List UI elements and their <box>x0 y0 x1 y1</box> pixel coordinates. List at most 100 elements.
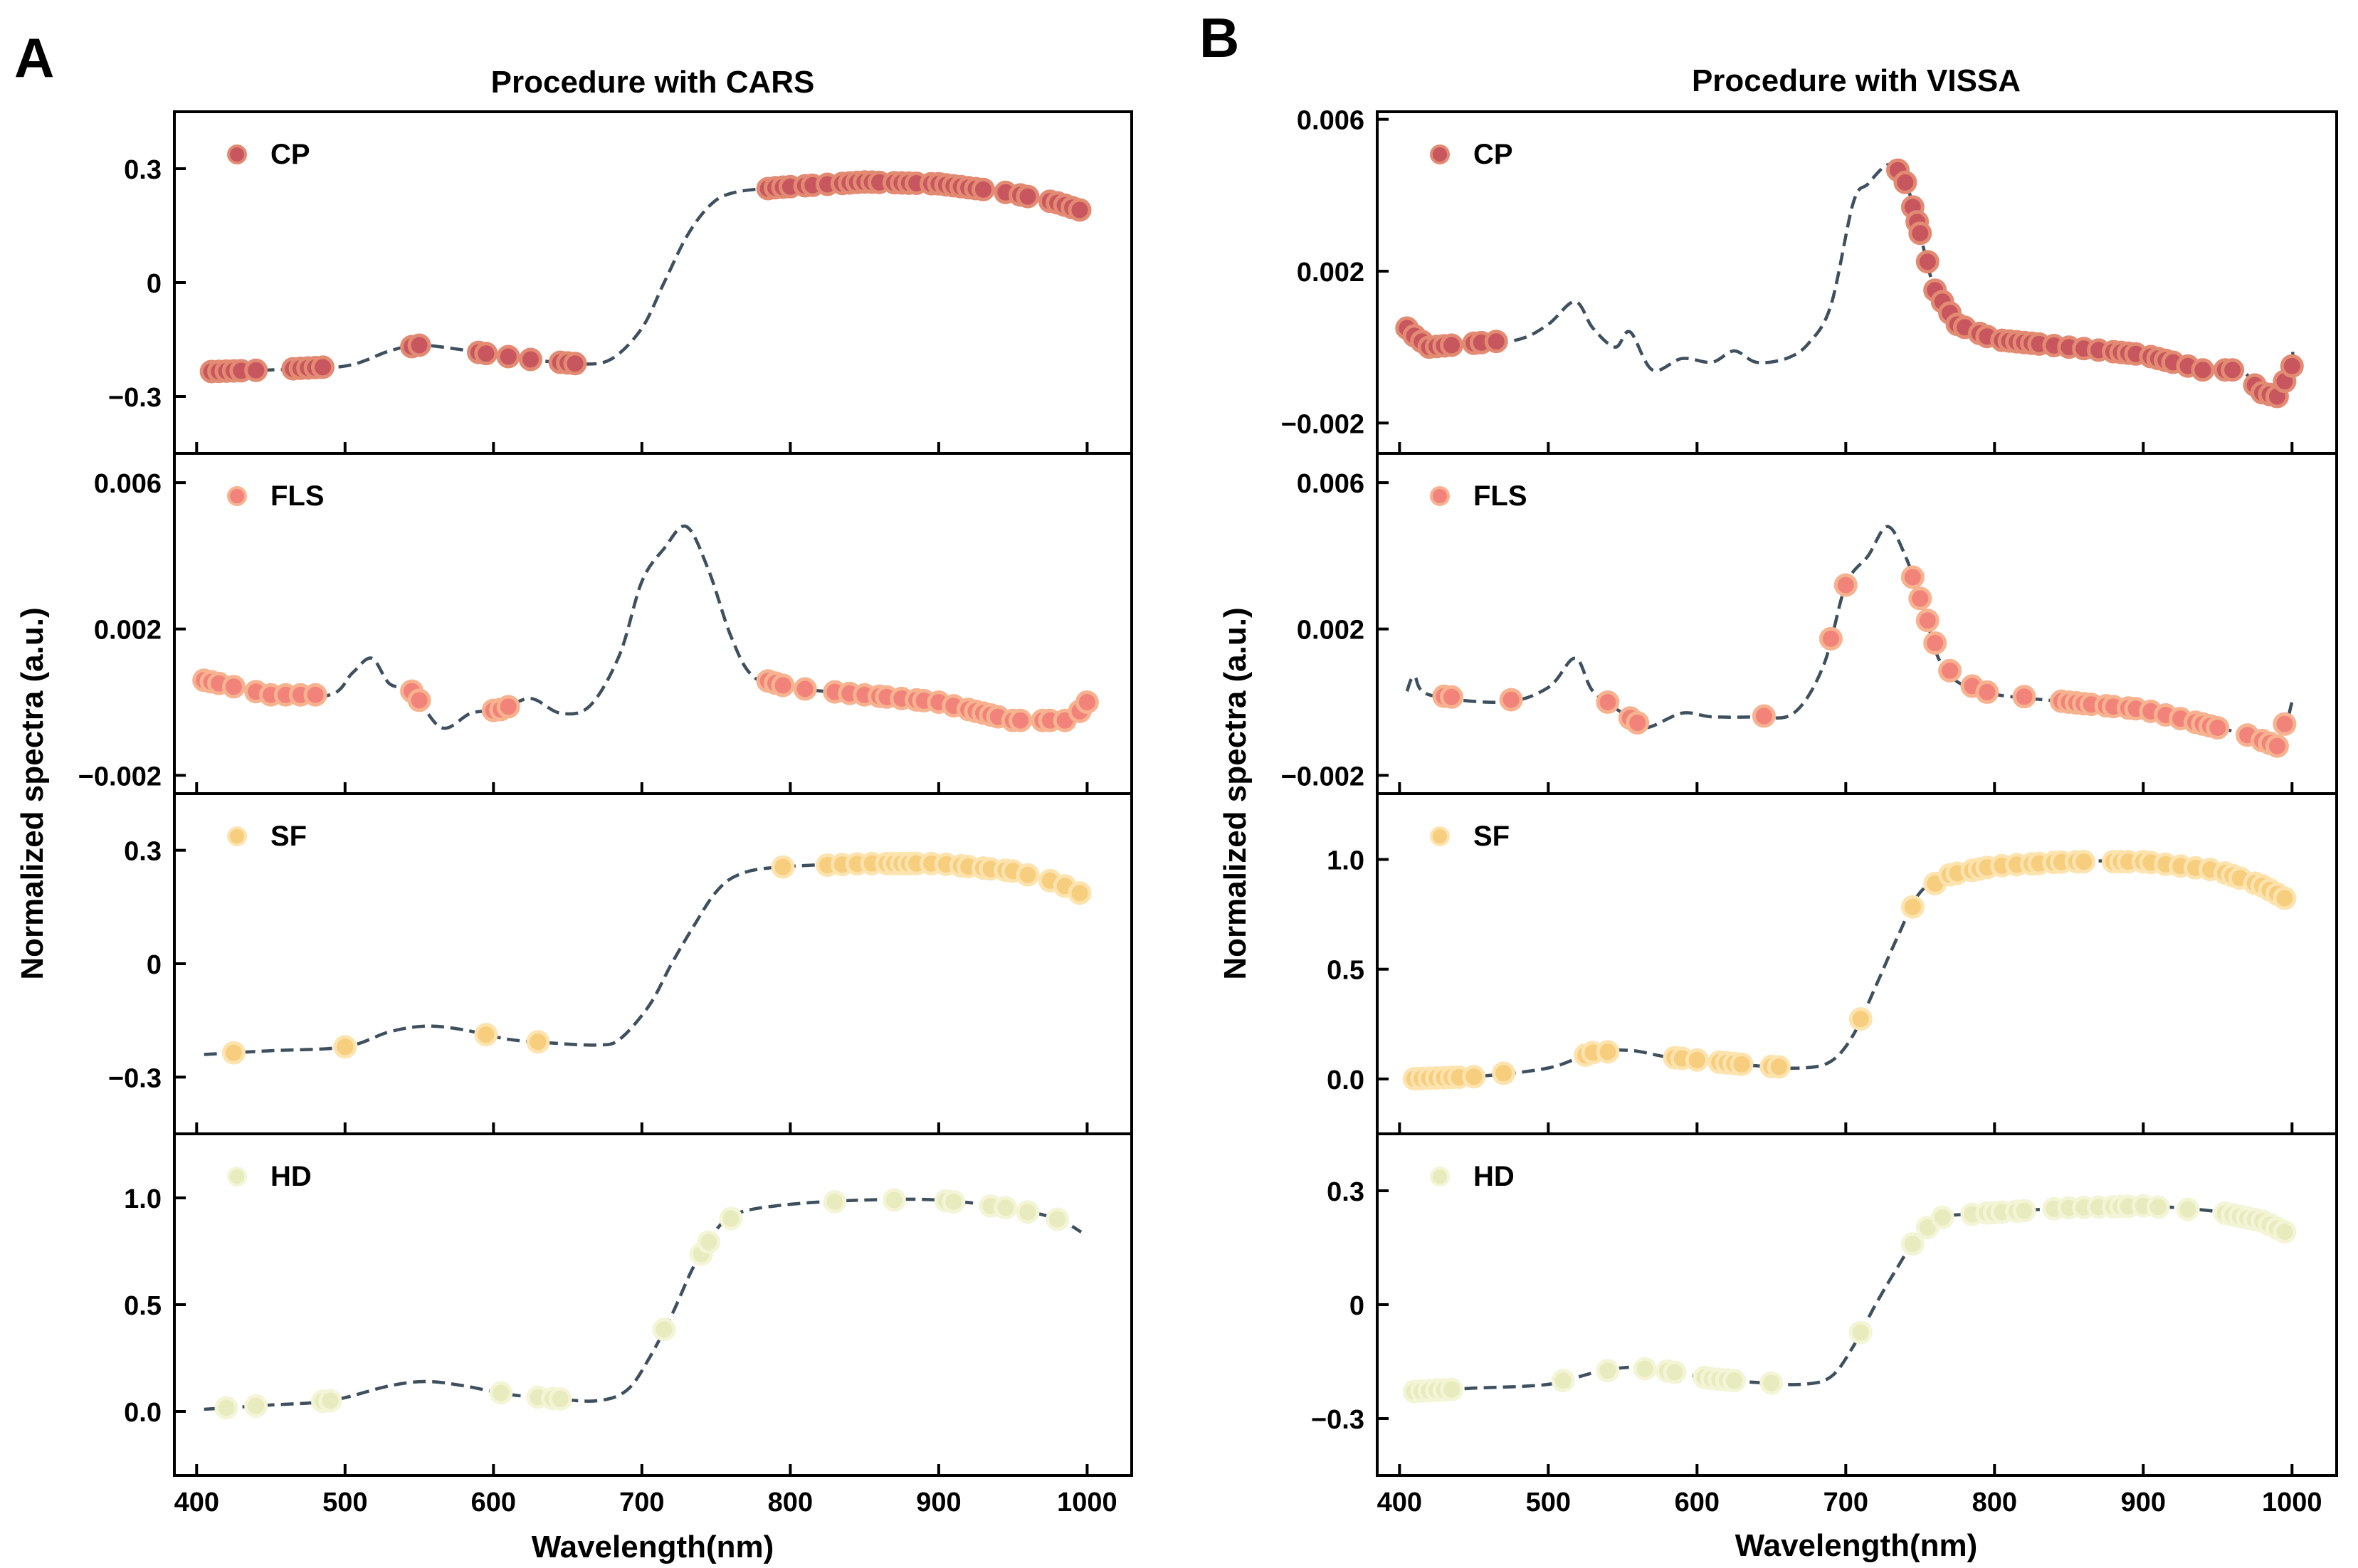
selected-point <box>1596 1359 1620 1383</box>
selected-point <box>221 675 246 699</box>
selected-point <box>1484 330 1508 354</box>
selected-point <box>1626 711 1650 735</box>
subplot-frame <box>173 792 1133 1135</box>
subplot-a-cp: −0.3 0 0.3 CP <box>108 110 1133 455</box>
legend-marker <box>227 486 247 506</box>
subplot-frame <box>1376 110 2338 455</box>
selected-point <box>1016 1200 1040 1224</box>
legend-label: SF <box>1473 821 1510 852</box>
selected-point <box>214 1396 238 1420</box>
selected-point <box>1975 680 1999 704</box>
y-tick-label: 0.5 <box>124 1291 162 1321</box>
selected-point <box>2176 1197 2200 1221</box>
legend-sf: SF <box>227 821 307 852</box>
panel-a-plots: −0.3 0 0.3 CP −0.002 0.002 0.006 FLS −0.3 0 0.3 SF 0… <box>78 110 1133 1517</box>
y-tick-label: −0.002 <box>1281 409 1364 439</box>
selected-point <box>1900 565 1925 589</box>
panel-title-b: Procedure with VISSA <box>1692 63 2021 98</box>
subplot-a-fls: −0.002 0.002 0.006 FLS <box>78 452 1133 795</box>
spectrum-curve <box>1406 859 2288 1081</box>
selected-point <box>1915 609 1939 633</box>
selected-point <box>1068 881 1092 905</box>
legend-cp: CP <box>1430 139 1513 170</box>
selected-point <box>2273 886 2297 910</box>
selected-point <box>1752 704 1776 728</box>
selected-point <box>2206 716 2230 740</box>
selected-point <box>2012 685 2036 709</box>
selected-point <box>548 1387 572 1411</box>
x-tick-label: 700 <box>619 1488 664 1517</box>
y-tick-label: 0.002 <box>1297 258 1364 288</box>
y-tick-label: −0.3 <box>108 1063 162 1093</box>
panel-letter-b: B <box>1199 6 1239 69</box>
y-tick-label: −0.3 <box>1311 1405 1364 1435</box>
subplot-frame <box>1376 792 2338 1135</box>
selected-point <box>318 1389 342 1413</box>
selected-point <box>1767 1055 1791 1079</box>
x-tick-label: 500 <box>322 1488 367 1517</box>
selected-point <box>1016 184 1040 209</box>
x-tick-label: 1000 <box>1057 1488 1117 1517</box>
legend-label: CP <box>270 139 310 170</box>
subplot-frame <box>1376 1132 2338 1477</box>
y-tick-label: 0.3 <box>124 155 162 185</box>
y-axis-label-b: Normalized spectra (a.u.) <box>1218 607 1253 979</box>
selected-point <box>1499 688 1523 712</box>
selected-point <box>823 1189 847 1214</box>
legend-hd: HD <box>227 1161 312 1192</box>
x-axis-label-a: Wavelength(nm) <box>532 1530 774 1564</box>
legend-marker <box>1430 1167 1450 1186</box>
legend-fls: FLS <box>1430 480 1527 512</box>
legend-label: FLS <box>1473 480 1527 512</box>
legend-label: HD <box>1473 1161 1515 1192</box>
selected-point <box>474 342 498 366</box>
legend-marker <box>1430 144 1450 164</box>
legend-sf: SF <box>1430 821 1510 852</box>
selected-point <box>1440 685 1463 709</box>
subplot-frame <box>173 1132 1133 1477</box>
selected-point <box>563 352 587 376</box>
selected-point <box>1440 333 1463 357</box>
spectrum-curve <box>204 1197 1083 1411</box>
y-tick-label: 0.3 <box>124 837 162 867</box>
selected-point <box>1551 1369 1575 1393</box>
spectrum-curve <box>1406 1204 2287 1394</box>
selected-point <box>496 695 520 719</box>
selected-point <box>2191 358 2215 382</box>
selected-point <box>1075 690 1099 714</box>
y-tick-label: 0 <box>147 950 162 980</box>
selected-point <box>1759 1371 1784 1395</box>
x-tick-label: 700 <box>1823 1488 1868 1517</box>
selected-point <box>972 177 995 201</box>
selected-point <box>489 1381 513 1405</box>
legend-label: HD <box>270 1161 312 1192</box>
x-axis-label-b: Wavelength(nm) <box>1735 1528 1978 1563</box>
panel-letter-a: A <box>14 26 54 89</box>
subplot-b-fls: −0.002 0.002 0.006 FLS <box>1281 452 2338 795</box>
selected-point <box>1900 895 1925 919</box>
selected-point <box>1685 1048 1709 1072</box>
selected-point <box>1908 586 1932 611</box>
legend-label: SF <box>270 821 307 852</box>
selected-point <box>2072 850 2096 874</box>
selected-point <box>303 683 327 707</box>
x-tick-label: 400 <box>174 1488 219 1517</box>
y-tick-label: 1.0 <box>1327 846 1364 876</box>
subplot-b-sf: 0.0 0.5 1.0 SF <box>1327 792 2338 1135</box>
legend-marker <box>1430 486 1450 506</box>
y-tick-label: −0.3 <box>108 383 162 413</box>
selected-point <box>1440 1377 1463 1401</box>
selected-point <box>1923 631 1947 655</box>
subplot-frame <box>173 110 1133 455</box>
selected-point <box>474 1023 498 1047</box>
y-tick-label: 0.5 <box>1327 956 1364 986</box>
subplot-b-hd: −0.3 0 0.3 HD <box>1311 1132 2338 1477</box>
selected-point <box>2273 712 2297 736</box>
selected-point <box>2280 354 2304 378</box>
selected-point <box>1633 1357 1657 1381</box>
x-tick-label: 500 <box>1526 1488 1571 1517</box>
x-tick-label: 900 <box>2121 1488 2166 1517</box>
y-tick-label: 0 <box>1349 1291 1364 1321</box>
x-tick-label: 800 <box>1972 1488 2017 1517</box>
